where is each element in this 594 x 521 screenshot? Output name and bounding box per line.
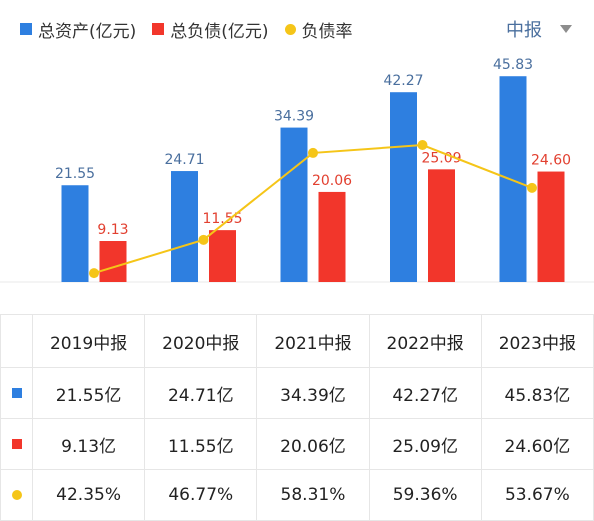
table-cell: 58.31% (256, 469, 370, 521)
table-header-cell: 2021中报 (256, 314, 370, 368)
chart-legend: 总资产(亿元) 总负债(亿元) 负债率 (20, 14, 369, 44)
data-label-assets: 45.83 (493, 57, 533, 73)
table-row-marker (0, 418, 33, 470)
legend-item-liabilities[interactable]: 总负债(亿元) (152, 17, 269, 42)
data-label-assets: 42.27 (383, 73, 423, 89)
assets-marker-icon (11, 388, 22, 398)
legend-swatch-assets (20, 23, 32, 35)
data-label-liabilities: 20.06 (312, 173, 352, 189)
point-ratio (89, 268, 99, 279)
ratio-marker-icon (11, 490, 22, 500)
bar-assets (280, 127, 308, 282)
table-cell: 25.09亿 (368, 418, 482, 470)
table-cell: 53.67% (480, 469, 594, 521)
table-cell: 24.71亿 (144, 367, 258, 419)
point-ratio (308, 147, 318, 158)
bar-assets (390, 92, 417, 282)
bar-assets (171, 171, 198, 282)
table-corner-cell (0, 314, 33, 368)
liabilities-marker-icon (11, 439, 22, 449)
bar-assets (61, 185, 89, 282)
table-header-cell: 2019中报 (31, 314, 146, 368)
legend-item-ratio[interactable]: 负债率 (284, 17, 353, 42)
point-ratio (198, 234, 209, 245)
bar-liabilities (99, 241, 127, 282)
data-label-liabilities: 11.55 (202, 211, 242, 227)
table-row-marker (0, 469, 33, 521)
table-header-cell: 2022中报 (368, 314, 482, 368)
table-cell: 34.39亿 (256, 367, 370, 419)
period-selector-label: 中报 (506, 20, 542, 41)
legend-item-assets[interactable]: 总资产(亿元) (20, 17, 136, 42)
table-row-liabilities: 9.13亿 11.55亿 20.06亿 25.09亿 24.60亿 (0, 418, 594, 470)
table-cell: 24.60亿 (480, 418, 594, 470)
caret-down-icon (560, 25, 572, 33)
data-label-assets: 24.71 (164, 152, 204, 168)
table-cell: 59.36% (368, 469, 482, 521)
table-header-cell: 2020中报 (144, 314, 258, 368)
data-label-assets: 21.55 (55, 166, 95, 182)
bar-liabilities (209, 230, 236, 282)
legend-label-liabilities: 总负债(亿元) (170, 21, 269, 42)
legend-label-assets: 总资产(亿元) (38, 21, 137, 42)
bar-liabilities (428, 169, 455, 282)
data-label-liabilities: 9.13 (97, 222, 128, 238)
data-label-assets: 34.39 (274, 109, 314, 125)
data-label-liabilities: 24.60 (531, 153, 571, 169)
point-ratio (417, 140, 428, 151)
table-cell: 9.13亿 (31, 418, 146, 470)
table-row-marker (0, 367, 33, 419)
table-cell: 42.27亿 (368, 367, 482, 419)
bar-liabilities (537, 171, 565, 282)
series-line-ratio (93, 144, 533, 275)
table-cell: 20.06亿 (256, 418, 370, 470)
table-row-ratio: 42.35% 46.77% 58.31% 59.36% 53.67% (0, 469, 594, 521)
legend-label-ratio: 负债率 (301, 21, 353, 42)
bar-liabilities (318, 191, 346, 282)
table-header-cell: 2023中报 (480, 314, 594, 368)
table-row-assets: 21.55亿 24.71亿 34.39亿 42.27亿 45.83亿 (0, 367, 594, 419)
bar-assets (499, 76, 527, 282)
data-label-liabilities: 25.09 (421, 150, 461, 166)
point-ratio (527, 182, 537, 193)
data-table: 2019中报 2020中报 2021中报 2022中报 2023中报 21.55… (0, 314, 594, 521)
table-cell: 46.77% (144, 469, 258, 521)
table-cell: 42.35% (31, 469, 146, 521)
legend-swatch-ratio (284, 23, 296, 35)
table-cell: 45.83亿 (480, 367, 594, 419)
table-cell: 21.55亿 (31, 367, 146, 419)
table-cell: 11.55亿 (144, 418, 258, 470)
legend-swatch-liabilities (152, 23, 165, 35)
chart-plot: 21.55 9.13 24.71 11.55 34.39 20.06 42.27 25.09 4… (0, 57, 594, 283)
period-selector[interactable]: 中报 (506, 14, 572, 44)
table-header-row: 2019中报 2020中报 2021中报 2022中报 2023中报 (0, 314, 594, 368)
